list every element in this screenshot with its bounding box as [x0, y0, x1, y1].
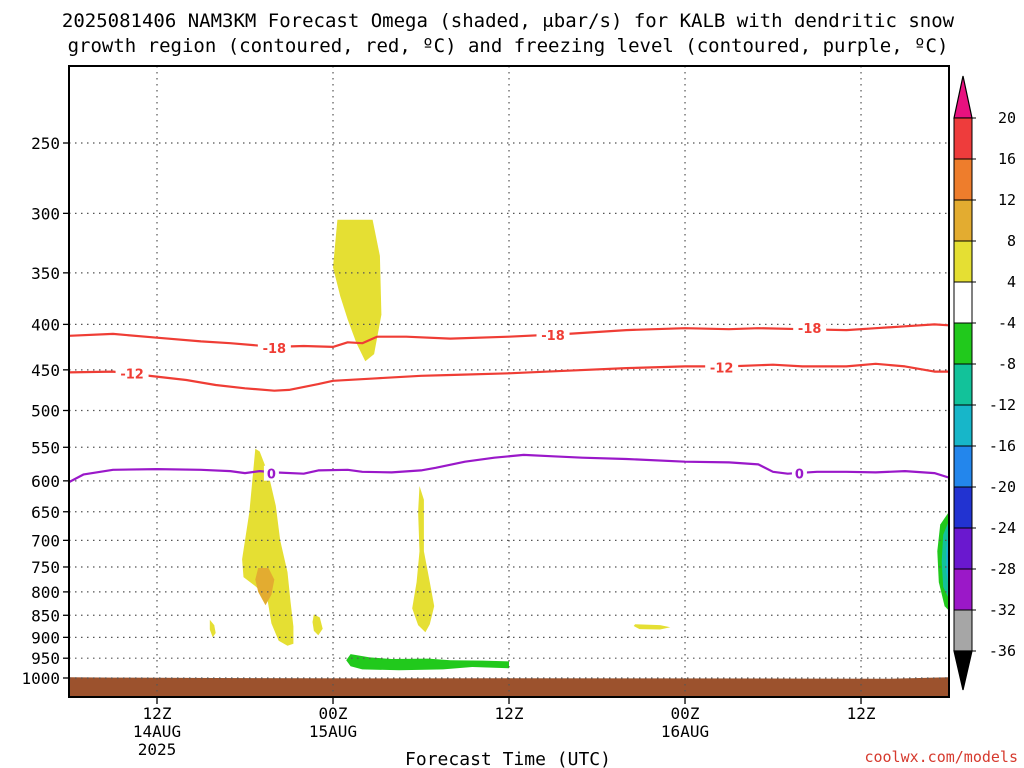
y-tick-label: 1000 — [21, 669, 60, 688]
omega-region-8 — [346, 654, 509, 671]
y-tick-label: 700 — [31, 531, 60, 550]
omega-region-3 — [255, 568, 275, 606]
colorbar-bin — [953, 117, 973, 160]
x-tick-label: 12Z — [143, 704, 172, 723]
x-tick-label: 00Z — [671, 704, 700, 723]
colorbar-label: -8 — [998, 355, 1016, 373]
y-tick-label: 250 — [31, 134, 60, 153]
colorbar-label: -20 — [989, 478, 1016, 496]
colorbar-label: -24 — [989, 519, 1016, 537]
contour-label-bg — [793, 320, 827, 336]
colorbar-bottom-arrow — [953, 650, 973, 691]
y-tick-label: 750 — [31, 558, 60, 577]
y-tick-label: 400 — [31, 315, 60, 334]
contour-label--12: -12 — [710, 361, 734, 376]
contour-label-0: 0 — [267, 468, 276, 483]
colorbar-label: -32 — [989, 601, 1016, 619]
terrain-ground-layer — [69, 677, 949, 697]
y-tick-label: 800 — [31, 583, 60, 602]
contour-label-bg — [536, 326, 570, 342]
x-tick-date: 15AUG — [309, 722, 357, 741]
omega-region-6 — [209, 619, 216, 638]
contour-label-bg — [791, 465, 807, 481]
y-tick-label: 900 — [31, 628, 60, 647]
colorbar-label: -12 — [989, 396, 1016, 414]
colorbar: 20 16 12 8 4 -4 -8 -12 -16 -20 -24 -28 -32 -36 — [953, 75, 1016, 691]
colorbar-bin — [953, 568, 973, 611]
omega-region-4 — [312, 614, 323, 636]
contour--18 — [69, 323, 949, 348]
y-tick-label: 600 — [31, 472, 60, 491]
colorbar-label: 20 — [998, 109, 1016, 127]
credit-text: coolwx.com/models — [864, 748, 1018, 766]
y-tick-label: 650 — [31, 503, 60, 522]
y-tick-label: 450 — [31, 361, 60, 380]
y-tick-label: 850 — [31, 606, 60, 625]
colorbar-bin — [953, 404, 973, 447]
colorbar-label: -28 — [989, 560, 1016, 578]
contour-label--18: -18 — [263, 342, 287, 357]
x-tick-label: 12Z — [495, 704, 524, 723]
contour-0 — [69, 453, 949, 484]
contour-label-bg — [115, 365, 149, 381]
x-tick-date: 14AUG — [133, 722, 181, 741]
colorbar-label: 12 — [998, 191, 1016, 209]
y-tick-label: 500 — [31, 402, 60, 421]
omega-region-2 — [242, 448, 294, 646]
contour-label-0: 0 — [795, 468, 804, 483]
x-tick-label: 12Z — [847, 704, 876, 723]
colorbar-bin — [953, 322, 973, 365]
colorbar-bin — [953, 486, 973, 529]
y-tick-label: 350 — [31, 264, 60, 283]
y-tick-label: 550 — [31, 438, 60, 457]
colorbar-label: 16 — [998, 150, 1016, 168]
colorbar-label: 4 — [1007, 273, 1016, 291]
x-tick-label: 00Z — [319, 704, 348, 723]
colorbar-bin — [953, 240, 973, 283]
contour-label-bg — [257, 339, 291, 355]
contour--12 — [69, 362, 949, 392]
contour-label--12: -12 — [120, 367, 144, 382]
chart-title-line-1: 2025081406 NAM3KM Forecast Omega (shaded… — [62, 10, 955, 32]
contour-lines: -18 -18 -18 -12 -12 0 0 — [69, 320, 949, 484]
colorbar-bin — [953, 363, 973, 406]
contour-label-bg — [263, 465, 279, 481]
pressure-axis: 250 300 350 400 450 500 550 600 650 700 750 800 850 9… — [21, 134, 69, 688]
colorbar-bin — [953, 199, 973, 242]
x-tick-year: 2025 — [138, 740, 177, 759]
x-axis-label: Forecast Time (UTC) — [405, 749, 611, 768]
colorbar-label: -16 — [989, 437, 1016, 455]
omega-region-1 — [333, 219, 382, 362]
ground-fill — [69, 677, 949, 697]
omega-region-7 — [633, 624, 671, 630]
contour-label-bg — [705, 359, 739, 375]
colorbar-bin — [953, 445, 973, 488]
colorbar-bin — [953, 158, 973, 201]
colorbar-bin — [953, 527, 973, 570]
colorbar-top-arrow — [953, 75, 973, 119]
y-tick-label: 950 — [31, 649, 60, 668]
contour-label--18: -18 — [541, 329, 565, 344]
omega-region-5 — [412, 486, 435, 633]
colorbar-label: 8 — [1007, 232, 1016, 250]
colorbar-bin — [953, 609, 973, 652]
colorbar-label: -4 — [998, 314, 1016, 332]
y-tick-label: 300 — [31, 204, 60, 223]
chart-title-line-2: growth region (contoured, red, ºC) and f… — [68, 35, 949, 57]
contour-label--18: -18 — [798, 322, 822, 337]
x-tick-date: 16AUG — [661, 722, 709, 741]
colorbar-label: -36 — [989, 642, 1016, 660]
grid-lines — [69, 66, 949, 697]
omega-shading-layer — [209, 219, 949, 671]
omega-region-10 — [941, 520, 949, 600]
colorbar-bin — [953, 281, 973, 324]
